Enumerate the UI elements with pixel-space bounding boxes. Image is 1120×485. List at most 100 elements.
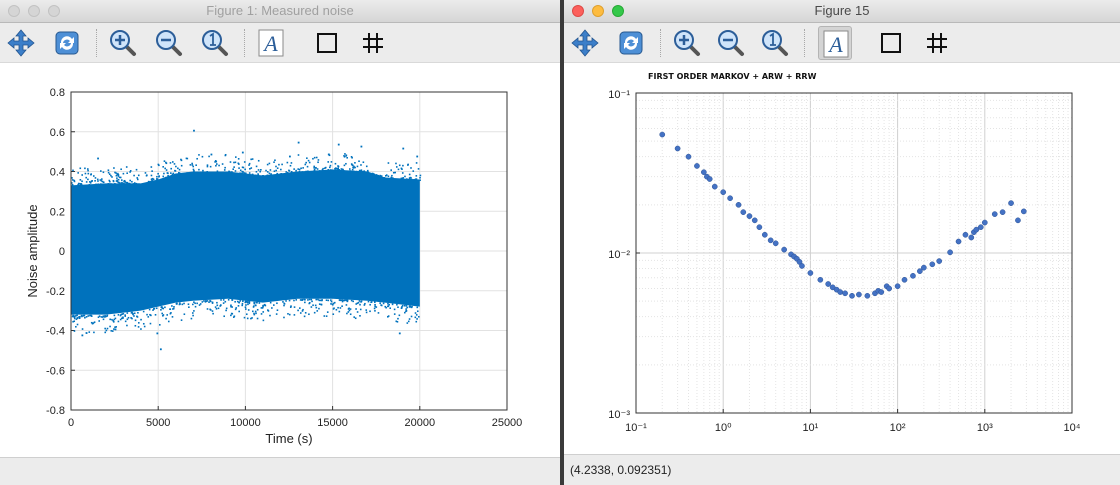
noise-point xyxy=(130,317,132,319)
noise-point xyxy=(330,169,333,172)
noise-point xyxy=(310,298,313,301)
grid-icon xyxy=(927,33,947,53)
noise-point xyxy=(72,320,74,323)
text-insert-tool-button[interactable]: A xyxy=(254,26,288,60)
noise-plot-area[interactable]: 0 5000 10000 15000 20000 250000.80.60.40.20-0… xyxy=(0,63,560,455)
noise-point xyxy=(112,321,115,323)
noise-point xyxy=(237,305,240,307)
noise-point xyxy=(73,180,76,183)
noise-point xyxy=(409,306,412,308)
zoom-out-tool-button[interactable] xyxy=(152,26,186,60)
noise-point xyxy=(103,183,105,186)
noise-point xyxy=(122,182,125,185)
noise-point xyxy=(342,168,344,171)
noise-point xyxy=(140,328,142,330)
data-point xyxy=(917,268,923,275)
noise-point xyxy=(90,314,92,317)
noise-point xyxy=(273,161,275,163)
pan-arrows-icon xyxy=(7,29,35,57)
zoom-in-tool-button[interactable] xyxy=(106,26,140,60)
data-cursor-tool-button[interactable] xyxy=(198,26,232,60)
noise-point xyxy=(414,312,417,314)
noise-point xyxy=(317,159,320,161)
minimize-button[interactable] xyxy=(28,5,40,17)
rotate-tool-button[interactable] xyxy=(50,26,84,60)
noise-point xyxy=(307,170,309,173)
data-point xyxy=(1020,208,1027,215)
noise-point xyxy=(352,167,355,169)
data-point xyxy=(701,169,707,176)
noise-point xyxy=(82,315,85,317)
text-insert-tool-button[interactable]: A xyxy=(818,26,852,60)
title-bar[interactable]: Figure 1: Measured noise xyxy=(0,0,560,23)
data-point xyxy=(842,290,848,297)
noise-point xyxy=(313,168,316,171)
noise-point xyxy=(185,157,188,160)
noise-point xyxy=(188,306,190,308)
zoom-button[interactable] xyxy=(612,5,624,17)
noise-point xyxy=(419,174,422,177)
noise-point xyxy=(123,183,126,185)
data-point xyxy=(825,281,832,287)
noise-point xyxy=(241,151,244,154)
grid-tool-button[interactable] xyxy=(920,26,954,60)
close-button[interactable] xyxy=(8,5,20,17)
noise-point xyxy=(269,314,271,317)
zoom-in-tool-button[interactable] xyxy=(670,26,704,60)
data-cursor-tool-button[interactable] xyxy=(758,26,792,60)
minimize-button[interactable] xyxy=(592,5,604,17)
noise-point xyxy=(220,299,222,301)
noise-point xyxy=(73,316,76,319)
rotate-tool-button[interactable] xyxy=(614,26,648,60)
noise-point xyxy=(360,171,363,173)
noise-point xyxy=(270,173,272,175)
noise-point xyxy=(180,159,183,162)
title-bar[interactable]: Figure 15 xyxy=(564,0,1120,23)
noise-point xyxy=(158,175,160,178)
box-tool-button[interactable] xyxy=(310,26,344,60)
noise-point xyxy=(417,168,420,170)
x-axis-label: Time (s) xyxy=(265,431,312,446)
close-button[interactable] xyxy=(572,5,584,17)
box-tool-button[interactable] xyxy=(874,26,908,60)
data-point xyxy=(817,276,824,283)
data-point xyxy=(659,131,666,138)
noise-point xyxy=(353,316,355,318)
grid-tool-button[interactable] xyxy=(356,26,390,60)
y-tick-label: 0.4 xyxy=(50,167,65,179)
pan-tool-button[interactable] xyxy=(568,26,602,60)
noise-point xyxy=(81,180,83,183)
data-point xyxy=(920,264,927,271)
noise-point xyxy=(354,161,356,164)
noise-point xyxy=(85,316,88,318)
noise-point xyxy=(126,181,129,184)
noise-point xyxy=(255,170,258,173)
zoom-out-tool-button[interactable] xyxy=(714,26,748,60)
data-point xyxy=(1008,200,1014,206)
noise-band xyxy=(71,169,420,315)
noise-point xyxy=(321,168,324,171)
noise-point xyxy=(285,171,288,173)
noise-point xyxy=(355,170,358,173)
y-axis-label: Noise amplitude xyxy=(25,204,40,297)
noise-point xyxy=(298,168,301,171)
noise-point xyxy=(129,170,132,172)
noise-point xyxy=(276,309,279,312)
toolbar-separator xyxy=(660,29,661,57)
zoom-button[interactable] xyxy=(48,5,60,17)
svg-text:A: A xyxy=(262,31,278,56)
noise-point xyxy=(241,172,244,175)
noise-point xyxy=(108,183,111,185)
noise-point xyxy=(401,172,404,174)
noise-point xyxy=(203,300,205,302)
noise-point xyxy=(85,181,88,183)
noise-point xyxy=(179,302,181,304)
noise-point xyxy=(373,307,376,310)
y-tick-label: 10⁻³ xyxy=(608,409,630,421)
allan-variance-plot-area[interactable]: 10⁻¹ 10⁰ 10¹ 10² 10³ 10⁴ 10⁻¹ 10⁻² 10⁻³ FIRST ORD… xyxy=(564,63,1120,455)
noise-point xyxy=(118,176,121,179)
figure-15-window: Figure 15 A 10⁻¹ 10⁰ 10¹ 10² 10³ 10⁴ 10⁻¹ 10⁻² 1… xyxy=(564,0,1120,485)
noise-point xyxy=(209,165,212,168)
noise-point xyxy=(238,167,240,169)
pan-tool-button[interactable] xyxy=(4,26,38,60)
